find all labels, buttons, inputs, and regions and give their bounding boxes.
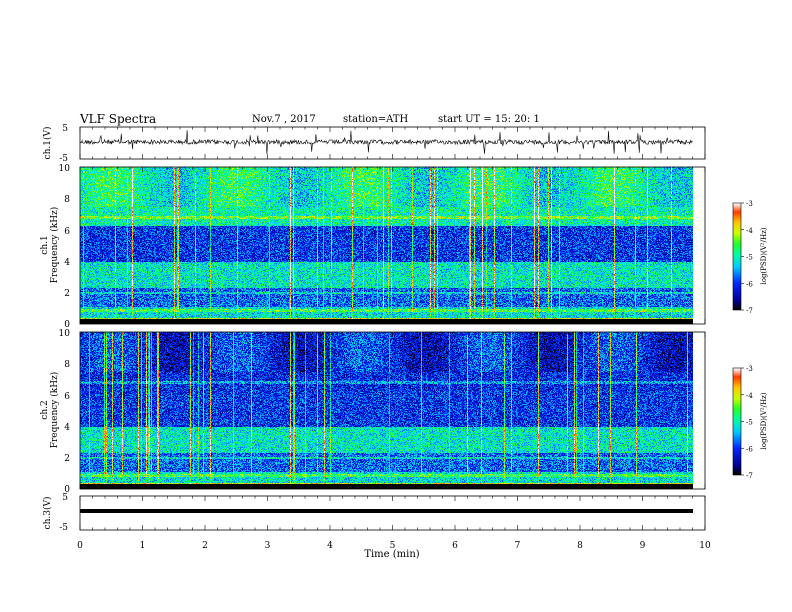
ch1-volt-label: ch.1(V) xyxy=(42,127,53,160)
time-axis-label: Time (min) xyxy=(364,549,419,560)
ch2-freq-tick-4: 4 xyxy=(64,423,70,433)
ch3-ytick-5: 5 xyxy=(62,493,68,503)
time-tick-label-8: 8 xyxy=(577,541,583,551)
colorbar-tick-label: -6 xyxy=(746,280,753,288)
ch1-spectrogram-image xyxy=(80,167,693,324)
ch1-freq-label-b: Frequency (kHz) xyxy=(49,207,60,284)
ch2-freq-tick-0: 0 xyxy=(64,485,70,495)
time-tick-label-4: 4 xyxy=(327,541,333,551)
colorbar-1-label: log(PSD)(V²/Hz) xyxy=(760,227,768,284)
colorbar-tick-label: -6 xyxy=(746,445,753,453)
colorbar-tick-label: -5 xyxy=(746,419,753,427)
ch1-freq-tick-4: 4 xyxy=(64,258,70,268)
colorbar-1-frame xyxy=(732,202,742,311)
colorbar-1-image xyxy=(733,203,741,310)
colorbar-tick-label: -3 xyxy=(746,365,753,373)
figure-title: VLF Spectra xyxy=(80,112,157,126)
ch2-spectrogram-image xyxy=(80,332,693,489)
ch1-freq-tick-2: 2 xyxy=(64,289,70,299)
colorbar-2-ticks: -3 -4 -5 -6 -7 xyxy=(741,365,753,480)
station-label: station=ATH xyxy=(343,114,409,125)
ch3-ytick-neg5: -5 xyxy=(59,523,68,533)
date-label: Nov.7 , 2017 xyxy=(252,114,316,125)
ch3-waveform-line xyxy=(80,509,693,513)
colorbar-2-image xyxy=(733,368,741,475)
colorbar-2-label: log(PSD)(V²/Hz) xyxy=(760,392,768,449)
colorbar-tick-label: -7 xyxy=(746,472,753,480)
time-tick-label-9: 9 xyxy=(640,541,646,551)
time-tick-label-3: 3 xyxy=(265,541,271,551)
ch2-freq-tick-10: 10 xyxy=(59,329,71,339)
colorbar-2-frame xyxy=(732,367,742,476)
ch1-waveform-line xyxy=(79,130,693,155)
ch3-waveform-ticks xyxy=(79,496,706,530)
ch1-spectrogram-frame xyxy=(79,166,706,325)
colorbar-tick-label: -5 xyxy=(746,254,753,262)
ch2-freq-label-b: Frequency (kHz) xyxy=(49,372,60,449)
ch1-freq-tick-10: 10 xyxy=(59,164,71,174)
colorbar-1-ticks: -3 -4 -5 -6 -7 xyxy=(741,200,753,315)
ch1-freq-tick-8: 8 xyxy=(64,195,70,205)
ch1-ytick-neg5: -5 xyxy=(59,154,68,164)
ch2-freq-tick-6: 6 xyxy=(64,392,70,402)
ch1-waveform-ticks xyxy=(79,127,706,159)
time-tick-label-0: 0 xyxy=(77,541,83,551)
time-axis-tick-labels: 0 1 2 3 4 5 6 7 8 9 10 xyxy=(77,541,711,551)
ch1-freq-tick-6: 6 xyxy=(64,227,70,237)
start-time-label: start UT = 15: 20: 1 xyxy=(438,114,540,125)
ch2-freq-tick-8: 8 xyxy=(64,360,70,370)
colorbar-tick-label: -7 xyxy=(746,307,753,315)
time-tick-label-10: 10 xyxy=(699,541,711,551)
time-tick-label-1: 1 xyxy=(140,541,146,551)
ch1-freq-tick-0: 0 xyxy=(64,320,70,330)
ch2-freq-tick-2: 2 xyxy=(64,454,70,464)
ch2-spectrogram-ticks xyxy=(79,332,706,489)
ch1-freq-label-a: ch.1 xyxy=(40,235,50,254)
time-tick-label-2: 2 xyxy=(202,541,208,551)
colorbar-tick-label: -3 xyxy=(746,200,753,208)
colorbar-tick-label: -4 xyxy=(746,392,753,400)
ch1-ytick-5: 5 xyxy=(62,124,68,134)
time-tick-label-7: 7 xyxy=(515,541,521,551)
ch2-freq-label-a: ch.2 xyxy=(40,400,50,419)
time-tick-label-5: 5 xyxy=(390,541,396,551)
colorbar-tick-label: -4 xyxy=(746,227,753,235)
time-tick-label-6: 6 xyxy=(452,541,458,551)
ch1-spectrogram-ticks xyxy=(79,167,706,324)
ch3-volt-label: ch.3(V) xyxy=(42,497,53,530)
ch2-spectrogram-frame xyxy=(79,331,706,490)
